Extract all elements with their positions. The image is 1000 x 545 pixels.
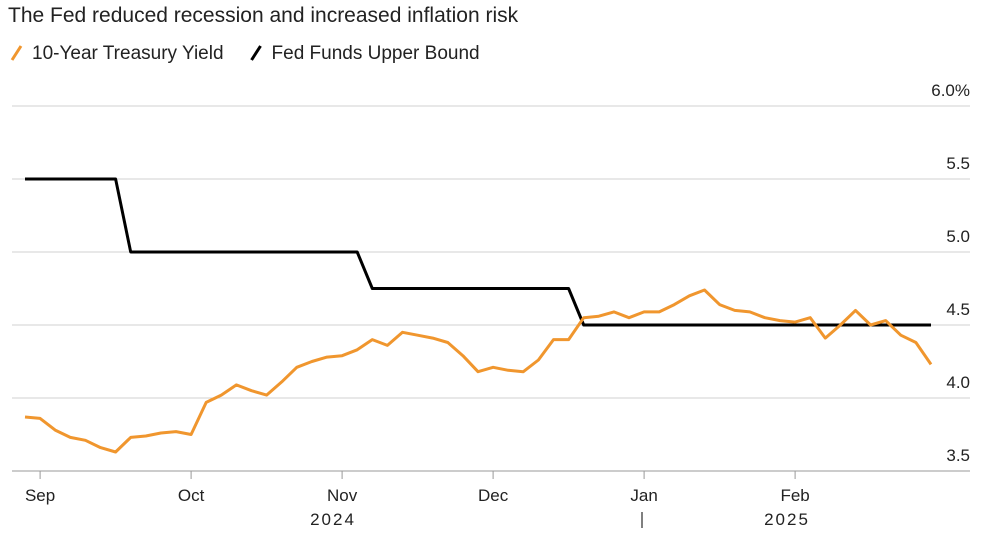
y-tick-label: 3.5 <box>946 446 970 465</box>
legend-swatch <box>10 45 23 61</box>
series-line <box>25 177 931 327</box>
year-label: 2024 <box>310 510 356 529</box>
chart-title: The Fed reduced recession and increased … <box>8 4 519 27</box>
x-tick-label: Jan <box>630 486 657 505</box>
legend-swatch <box>250 45 262 61</box>
y-tick-label: 4.0 <box>946 373 970 392</box>
x-tick-label: Sep <box>25 486 55 505</box>
y-tick-label: 4.5 <box>946 300 970 319</box>
legend-label: Fed Funds Upper Bound <box>272 43 480 64</box>
x-tick-label: Feb <box>780 486 809 505</box>
year-label: 2025 <box>764 510 810 529</box>
x-tick-label: Dec <box>478 486 509 505</box>
legend: 10-Year Treasury Yield Fed Funds Upper Bo… <box>10 43 480 64</box>
y-tick-label: 5.0 <box>946 227 970 246</box>
series-line <box>24 288 933 454</box>
legend-label: 10-Year Treasury Yield <box>32 43 224 64</box>
y-tick-label: 6.0% <box>931 81 970 100</box>
x-tick-label: Oct <box>178 486 205 505</box>
x-tick-label: Nov <box>327 486 358 505</box>
y-tick-label: 5.5 <box>946 154 970 173</box>
